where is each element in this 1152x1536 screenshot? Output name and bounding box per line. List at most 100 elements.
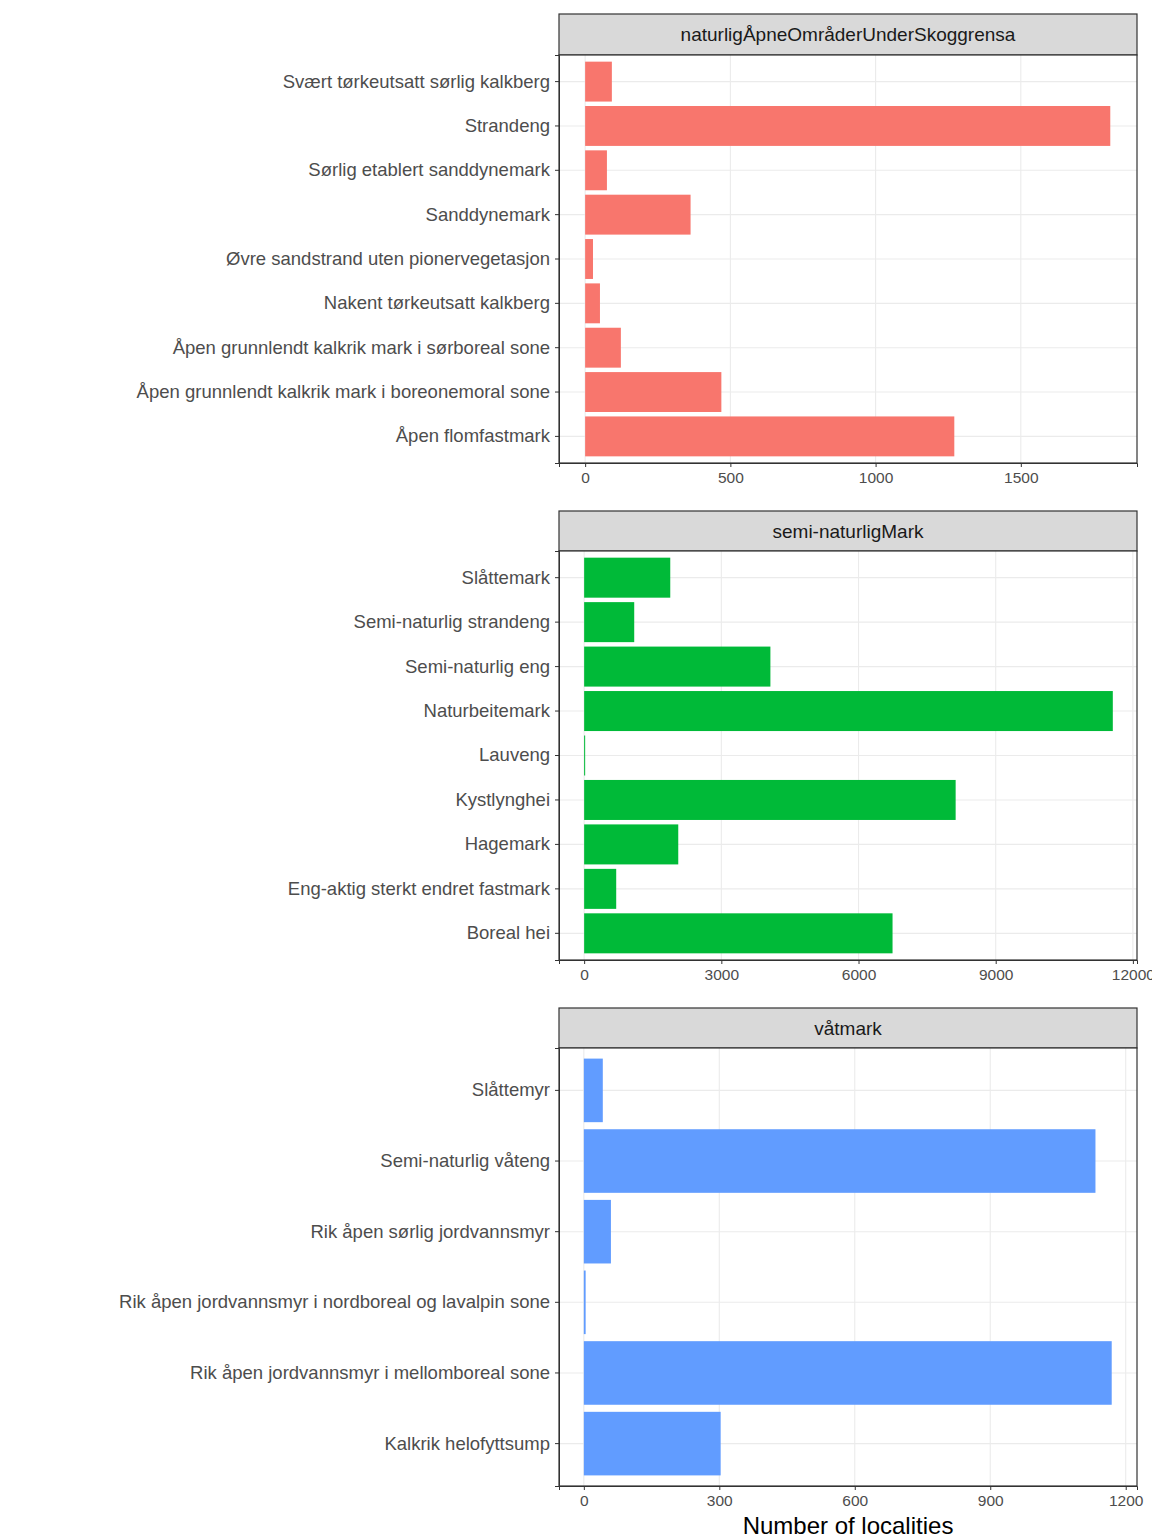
grid <box>559 551 1137 960</box>
x-axis: 0 3000 6000 9000 12000 <box>560 960 1152 983</box>
category-label: Semi-naturlig våteng <box>380 1150 550 1171</box>
grid-line <box>854 1048 855 1486</box>
category-label: Naturbeitemark <box>424 700 551 721</box>
tick: 1500 <box>1004 463 1039 486</box>
bar <box>584 558 670 598</box>
tick-label: 1200 <box>1109 1492 1144 1509</box>
category-label: Rik åpen sørlig jordvannsmyr <box>310 1221 550 1242</box>
y-axis: Svært tørkeutsatt sørlig kalkberg Strande… <box>137 56 560 464</box>
bar <box>585 372 721 412</box>
grid-line <box>990 1048 991 1486</box>
grid-line <box>559 303 1137 304</box>
strip-title: våtmark <box>814 1018 882 1039</box>
tick: 600 <box>842 1486 868 1509</box>
strip-title: naturligÅpneOmråderUnderSkoggrensa <box>681 24 1016 45</box>
grid <box>559 55 1137 463</box>
category-label: Kystlynghei <box>455 789 550 810</box>
tick: Slåttemyr <box>472 1079 559 1100</box>
tick: Rik åpen jordvannsmyr i nordboreal og la… <box>119 1291 559 1312</box>
bar <box>585 195 690 235</box>
plot-frame <box>559 551 1137 960</box>
tick-label: 1000 <box>859 469 894 486</box>
tick-label: 300 <box>707 1492 733 1509</box>
grid-line <box>559 1090 1137 1091</box>
category-label: Lauveng <box>479 744 550 765</box>
category-label: Kalkrik helofyttsump <box>384 1433 550 1454</box>
tick: 1000 <box>859 463 894 486</box>
grid-line <box>559 755 1137 756</box>
chart-root: naturligÅpneOmråderUnderSkoggrensa 0 500 10… <box>0 0 1152 1536</box>
tick: 3000 <box>705 960 740 983</box>
category-label: Nakent tørkeutsatt kalkberg <box>324 292 550 313</box>
tick: 300 <box>707 1486 733 1509</box>
category-label: Strandeng <box>465 115 550 136</box>
bar <box>584 780 955 820</box>
tick: Semi-naturlig våteng <box>380 1150 559 1171</box>
tick: Hagemark <box>465 833 559 854</box>
tick: Kystlynghei <box>455 789 559 810</box>
tick: Strandeng <box>465 115 559 136</box>
category-label: Semi-naturlig eng <box>405 656 550 677</box>
bar <box>585 328 621 368</box>
grid-line <box>559 622 1137 623</box>
tick: Semi-naturlig eng <box>405 656 559 677</box>
tick-label: 500 <box>718 469 744 486</box>
tick: Øvre sandstrand uten pionervegetasjon <box>226 248 559 269</box>
category-label: Sanddynemark <box>426 204 551 225</box>
panel: semi-naturligMark 0 3000 6000 9000 12000 Slått… <box>288 511 1152 983</box>
plot-background <box>559 1048 1137 1486</box>
bar <box>584 735 585 775</box>
grid-line <box>1125 1048 1126 1486</box>
grid-line <box>559 170 1137 171</box>
tick: Svært tørkeutsatt sørlig kalkberg <box>283 71 559 92</box>
panel: naturligÅpneOmråderUnderSkoggrensa 0 500 10… <box>137 14 1138 486</box>
bar <box>584 1200 611 1264</box>
tick: Rik åpen sørlig jordvannsmyr <box>310 1221 559 1242</box>
panel: våtmark03006009001200SlåttemyrSemi-natur… <box>119 1008 1144 1536</box>
bars <box>584 558 1113 954</box>
bar <box>584 869 616 909</box>
category-label: Slåttemark <box>462 567 551 588</box>
grid <box>559 1048 1137 1486</box>
tick: Kalkrik helofyttsump <box>384 1433 559 1454</box>
tick: Naturbeitemark <box>424 700 559 721</box>
tick-label: 900 <box>978 1492 1004 1509</box>
bar <box>585 283 600 323</box>
axis-line <box>560 961 1138 965</box>
strip <box>559 511 1137 551</box>
category-label: Åpen grunnlendt kalkrik mark i boreonemo… <box>137 381 550 402</box>
strip <box>559 1008 1137 1048</box>
tick: 6000 <box>842 960 877 983</box>
bar <box>584 1059 603 1123</box>
tick-label: 9000 <box>979 966 1014 983</box>
tick: 900 <box>978 1486 1004 1509</box>
tick: Rik åpen jordvannsmyr i mellomboreal son… <box>190 1362 559 1383</box>
plot-background <box>559 55 1137 463</box>
tick: Nakent tørkeutsatt kalkberg <box>324 292 559 313</box>
category-label: Rik åpen jordvannsmyr i mellomboreal son… <box>190 1362 550 1383</box>
tick: Åpen flomfastmark <box>396 425 559 446</box>
strip-title: semi-naturligMark <box>773 521 924 542</box>
category-label: Slåttemyr <box>472 1079 550 1100</box>
tick: 9000 <box>979 960 1014 983</box>
plot-frame <box>559 55 1137 463</box>
tick-label: 3000 <box>705 966 740 983</box>
category-label: Åpen flomfastmark <box>396 425 551 446</box>
bar <box>585 106 1110 146</box>
y-axis: Slåttemyr Semi-naturlig våteng Rik åpen sø… <box>119 1049 559 1487</box>
tick-label: 0 <box>580 966 589 983</box>
tick-label: 0 <box>581 469 590 486</box>
strip <box>559 14 1137 55</box>
tick: Åpen grunnlendt kalkrik mark i sørboreal… <box>173 337 559 358</box>
bar <box>584 602 634 642</box>
bar <box>585 150 607 190</box>
category-label: Hagemark <box>465 833 551 854</box>
plot-background <box>559 551 1137 960</box>
tick: 12000 <box>1112 960 1152 983</box>
bar <box>584 1341 1112 1405</box>
tick-label: 12000 <box>1112 966 1152 983</box>
x-axis: 03006009001200 <box>560 1486 1144 1509</box>
category-label: Eng-aktig sterkt endret fastmark <box>288 878 551 899</box>
tick: 1200 <box>1109 1486 1144 1509</box>
category-label: Rik åpen jordvannsmyr i nordboreal og la… <box>119 1291 550 1312</box>
